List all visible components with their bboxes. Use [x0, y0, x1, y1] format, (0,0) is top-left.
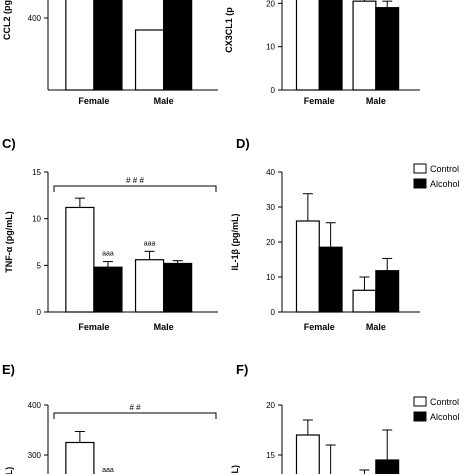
- y-tick-label: 5: [37, 261, 42, 270]
- legend-swatch: [413, 396, 427, 407]
- bar-female-alcohol: [318, 246, 343, 313]
- significance-annotation: aaa: [102, 467, 114, 474]
- x-tick-label: Male: [154, 322, 174, 332]
- bar-female-alcohol: [318, 0, 343, 91]
- x-tick-label: Female: [78, 322, 109, 332]
- y-tick-label: 400: [28, 401, 42, 410]
- y-axis-label: CX3CL1 (p: [224, 7, 234, 53]
- bracket-label: # #: [129, 403, 141, 412]
- legend-label: Control: [430, 397, 459, 407]
- x-tick-label: Female: [304, 96, 335, 106]
- y-tick-label: 400: [28, 14, 42, 23]
- y-tick-label: 10: [32, 215, 41, 224]
- bar-male-control: [352, 289, 377, 313]
- x-tick-label: Male: [366, 96, 386, 106]
- bar-female-control: [65, 441, 95, 474]
- y-axis-label: pg/mL): [230, 465, 240, 474]
- legend-swatch: [413, 178, 427, 189]
- panel-label: C): [2, 136, 16, 151]
- significance-bracket: [53, 185, 217, 192]
- significance-annotation: aaa: [102, 251, 114, 258]
- bar-male-control: [134, 29, 165, 91]
- y-tick-label: 20: [266, 0, 275, 8]
- y-tick-label: 15: [266, 451, 275, 460]
- bar-female-alcohol: [93, 0, 123, 91]
- bar-male-control: [352, 0, 377, 91]
- y-tick-label: 300: [28, 451, 42, 460]
- significance-bracket: [53, 412, 217, 419]
- panel-1: 400 CCL2 (pg Female Male: [2, 0, 218, 106]
- bar-male-alcohol: [163, 0, 193, 91]
- panel-6: F) 20 15 pg/mL) Control Alcohol: [230, 362, 460, 474]
- y-tick-label: 0: [271, 86, 276, 95]
- x-tick-label: Male: [154, 96, 174, 106]
- x-tick-label: Female: [78, 96, 109, 106]
- significance-annotation: aaa: [144, 240, 156, 247]
- panel-3: C) 0 5 10 15 TNF-α (pg/mL) Female Male aaa aaa # #…: [2, 136, 218, 332]
- y-tick-label: 0: [37, 308, 42, 317]
- panel-5: E) 400 300 mL) aaa # #: [2, 362, 217, 474]
- y-tick-label: 0: [271, 308, 276, 317]
- y-axis-label: TNF-α (pg/mL): [4, 211, 14, 273]
- bar-male-control: [134, 259, 165, 313]
- x-tick-label: Male: [366, 322, 386, 332]
- y-axis-label: mL): [4, 467, 14, 474]
- bar-male-alcohol: [375, 459, 400, 474]
- y-tick-label: 40: [266, 168, 275, 177]
- panel-label: E): [2, 362, 15, 377]
- bar-female-control: [295, 0, 320, 91]
- legend-swatch: [413, 163, 427, 174]
- bar-female-alcohol: [93, 266, 123, 313]
- panel-4: D) 0 10 20 30 40 IL-1β (pg/mL) Female Male Contro…: [230, 136, 460, 332]
- legend-swatch: [413, 411, 427, 422]
- bar-female-control: [295, 220, 320, 313]
- legend-label: Control: [430, 164, 459, 174]
- y-tick-label: 30: [266, 203, 275, 212]
- panel-label: F): [236, 362, 248, 377]
- bar-female-control: [65, 0, 95, 91]
- bar-male-alcohol: [163, 262, 193, 313]
- y-tick-label: 20: [266, 401, 275, 410]
- y-tick-label: 20: [266, 238, 275, 247]
- y-tick-label: 10: [266, 43, 275, 52]
- y-axis-label: IL-1β (pg/mL): [230, 214, 240, 271]
- legend-label: Alcohol: [430, 179, 460, 189]
- bar-female-control: [295, 434, 320, 474]
- legend-label: Alcohol: [430, 412, 460, 422]
- bar-male-alcohol: [375, 270, 400, 313]
- x-tick-label: Female: [304, 322, 335, 332]
- y-tick-label: 15: [32, 168, 41, 177]
- panel-label: D): [236, 136, 250, 151]
- bar-female-control: [65, 206, 95, 313]
- bracket-label: # # #: [126, 176, 144, 185]
- y-tick-label: 10: [266, 273, 275, 282]
- bar-male-alcohol: [375, 7, 400, 91]
- y-axis-label: CCL2 (pg: [2, 0, 12, 40]
